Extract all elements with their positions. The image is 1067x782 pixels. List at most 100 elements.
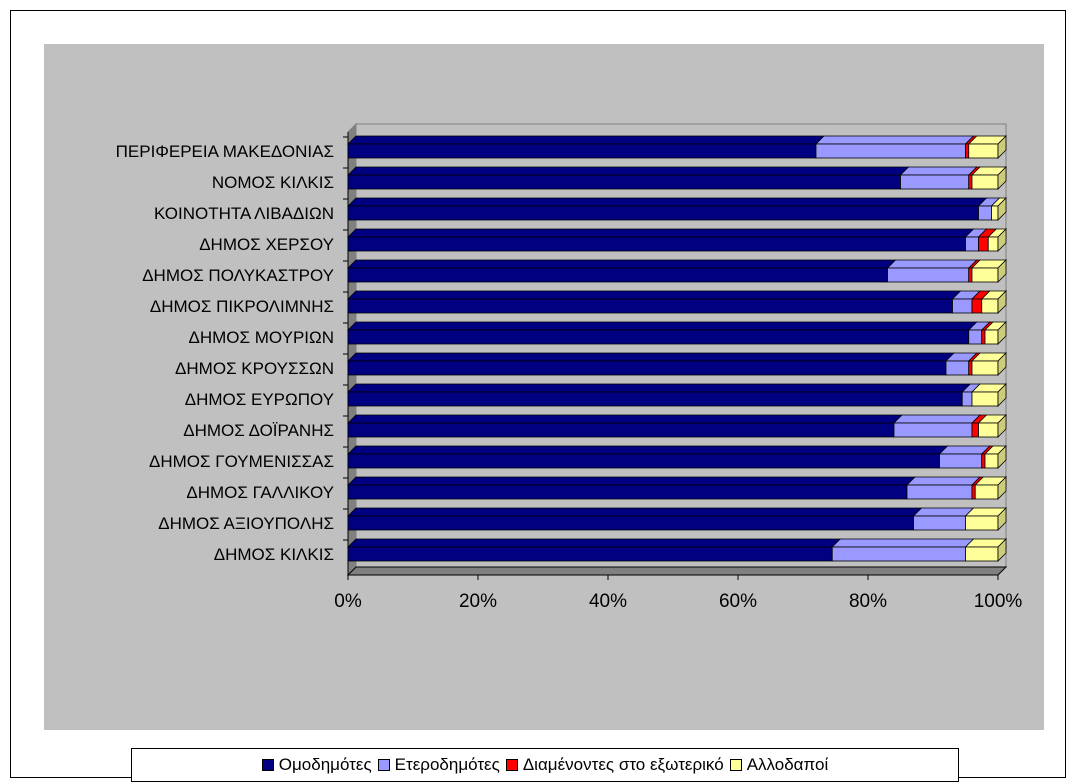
floor	[346, 566, 1008, 576]
bar-segment-0	[347, 329, 970, 345]
bar-segment-3	[987, 236, 999, 252]
side-wall	[347, 122, 357, 577]
bar-segment-0	[347, 422, 895, 438]
bar-segment-0	[347, 174, 901, 190]
bar-segment-0	[347, 391, 963, 407]
category-label: ΝΟΜΟΣ ΚΙΛΚΙΣ	[212, 173, 334, 192]
bar-segment-0	[347, 298, 953, 314]
bar-segment-1	[968, 329, 983, 345]
category-label: ΔΗΜΟΣ ΚΙΛΚΙΣ	[214, 545, 334, 564]
bar-segment-1	[978, 205, 992, 221]
bar-segment-1	[887, 267, 970, 283]
bar-segment-2	[971, 298, 983, 314]
x-tick-label: 60%	[719, 591, 757, 612]
bar-endcap	[997, 476, 1007, 500]
bar-top-0	[347, 383, 972, 393]
bar-segment-1	[952, 298, 973, 314]
category-label: ΔΗΜΟΣ ΧΕΡΣΟΥ	[199, 235, 334, 254]
bar-endcap	[997, 414, 1007, 438]
legend-label-allodapoi: Αλλοδαποί	[746, 755, 829, 774]
bar-segment-2	[981, 329, 986, 345]
bar-segment-2	[968, 360, 973, 376]
bar-segment-1	[913, 515, 966, 531]
bar-segment-1	[965, 236, 979, 252]
back-wall	[355, 123, 1007, 568]
bar-segment-1	[815, 143, 966, 159]
bar-segment-2	[978, 236, 989, 252]
bar-segment-3	[968, 143, 999, 159]
bar-segment-2	[981, 453, 986, 469]
bar-segment-0	[347, 515, 914, 531]
bar-endcap	[997, 507, 1007, 531]
legend-item-eterodimotes: Ετεροδημότες	[377, 755, 500, 775]
x-tick-label: 80%	[849, 591, 887, 612]
bar-segment-0	[347, 360, 947, 376]
bar-top-0	[347, 135, 825, 145]
bar-segment-0	[347, 453, 940, 469]
legend-label-omodimotes: Ομοδημότες	[278, 755, 372, 774]
bar-segment-3	[984, 329, 999, 345]
bar-top-0	[347, 228, 975, 238]
bar-endcap	[997, 290, 1007, 314]
bar-segment-2	[968, 174, 973, 190]
bar-segment-3	[965, 546, 999, 562]
bar-top-0	[347, 476, 916, 486]
bar-endcap	[997, 445, 1007, 469]
bar-top-0	[347, 538, 842, 548]
bar-top-0	[347, 290, 962, 300]
bar-segment-0	[347, 267, 888, 283]
x-tick-label: 40%	[589, 591, 627, 612]
bar-top-0	[347, 414, 903, 424]
bar-endcap	[997, 538, 1007, 562]
legend-swatch-diamenontes	[505, 759, 518, 771]
x-tick-label: 0%	[334, 591, 362, 612]
bar-segment-1	[939, 453, 983, 469]
bar-endcap	[997, 383, 1007, 407]
legend-swatch-omodimotes	[261, 759, 274, 771]
legend-label-eterodimotes: Ετεροδημότες	[394, 755, 500, 774]
category-label: ΔΗΜΟΣ ΚΡΟΥΣΣΩΝ	[175, 359, 334, 378]
bar-top-1	[906, 476, 981, 486]
bar-segment-1	[961, 391, 973, 407]
category-label: ΔΗΜΟΣ ΠΟΛΥΚΑΣΤΡΟΥ	[142, 266, 334, 285]
bar-top-0	[347, 445, 949, 455]
x-tick-label: 20%	[459, 591, 497, 612]
bar-segment-1	[945, 360, 970, 376]
bar-segment-1	[831, 546, 966, 562]
bar-top-0	[347, 166, 910, 176]
legend-swatch-eterodimotes	[377, 759, 390, 771]
category-label: ΔΗΜΟΣ ΠΙΚΡΟΛΙΜΝΗΣ	[150, 297, 334, 316]
bar-top-0	[347, 321, 978, 331]
category-label: ΔΗΜΟΣ ΑΞΙΟΥΠΟΛΗΣ	[158, 514, 334, 533]
bar-segment-1	[906, 484, 973, 500]
category-label: ΔΗΜΟΣ ΓΟΥΜΕΝΙΣΣΑΣ	[149, 452, 334, 471]
bar-segment-0	[347, 546, 833, 562]
bar-top-1	[831, 538, 975, 548]
bar-segment-3	[981, 298, 999, 314]
legend-label-diamenontes: Διαμένοντες στο εξωτερικό	[522, 755, 724, 774]
category-label: ΔΗΜΟΣ ΜΟΥΡΙΩΝ	[189, 328, 334, 347]
bar-endcap	[997, 135, 1007, 159]
bar-segment-3	[978, 422, 999, 438]
bar-segment-3	[971, 391, 999, 407]
bar-top-1	[912, 507, 975, 517]
bar-segment-3	[965, 515, 999, 531]
bar-segment-2	[971, 484, 976, 500]
bar-endcap	[997, 352, 1007, 376]
category-label: ΔΗΜΟΣ ΔΟΪΡΑΝΗΣ	[183, 421, 334, 440]
bar-segment-1	[900, 174, 970, 190]
bar-segment-3	[974, 484, 999, 500]
bar-top-0	[347, 259, 897, 269]
bar-segment-1	[893, 422, 973, 438]
bar-top-0	[347, 352, 955, 362]
legend-item-allodapoi: Αλλοδαποί	[729, 755, 829, 775]
bar-endcap	[997, 228, 1007, 252]
bar-endcap	[997, 166, 1007, 190]
category-label: ΔΗΜΟΣ ΕΥΡΩΠΟΥ	[185, 390, 334, 409]
legend-item-omodimotes: Ομοδημότες	[261, 755, 372, 775]
bar-segment-2	[968, 267, 973, 283]
bar-top-0	[347, 197, 988, 207]
bar-segment-3	[984, 453, 999, 469]
category-label: ΠΕΡΙΦΕΡΕΙΑ ΜΑΚΕΔΟΝΙΑΣ	[116, 142, 334, 161]
